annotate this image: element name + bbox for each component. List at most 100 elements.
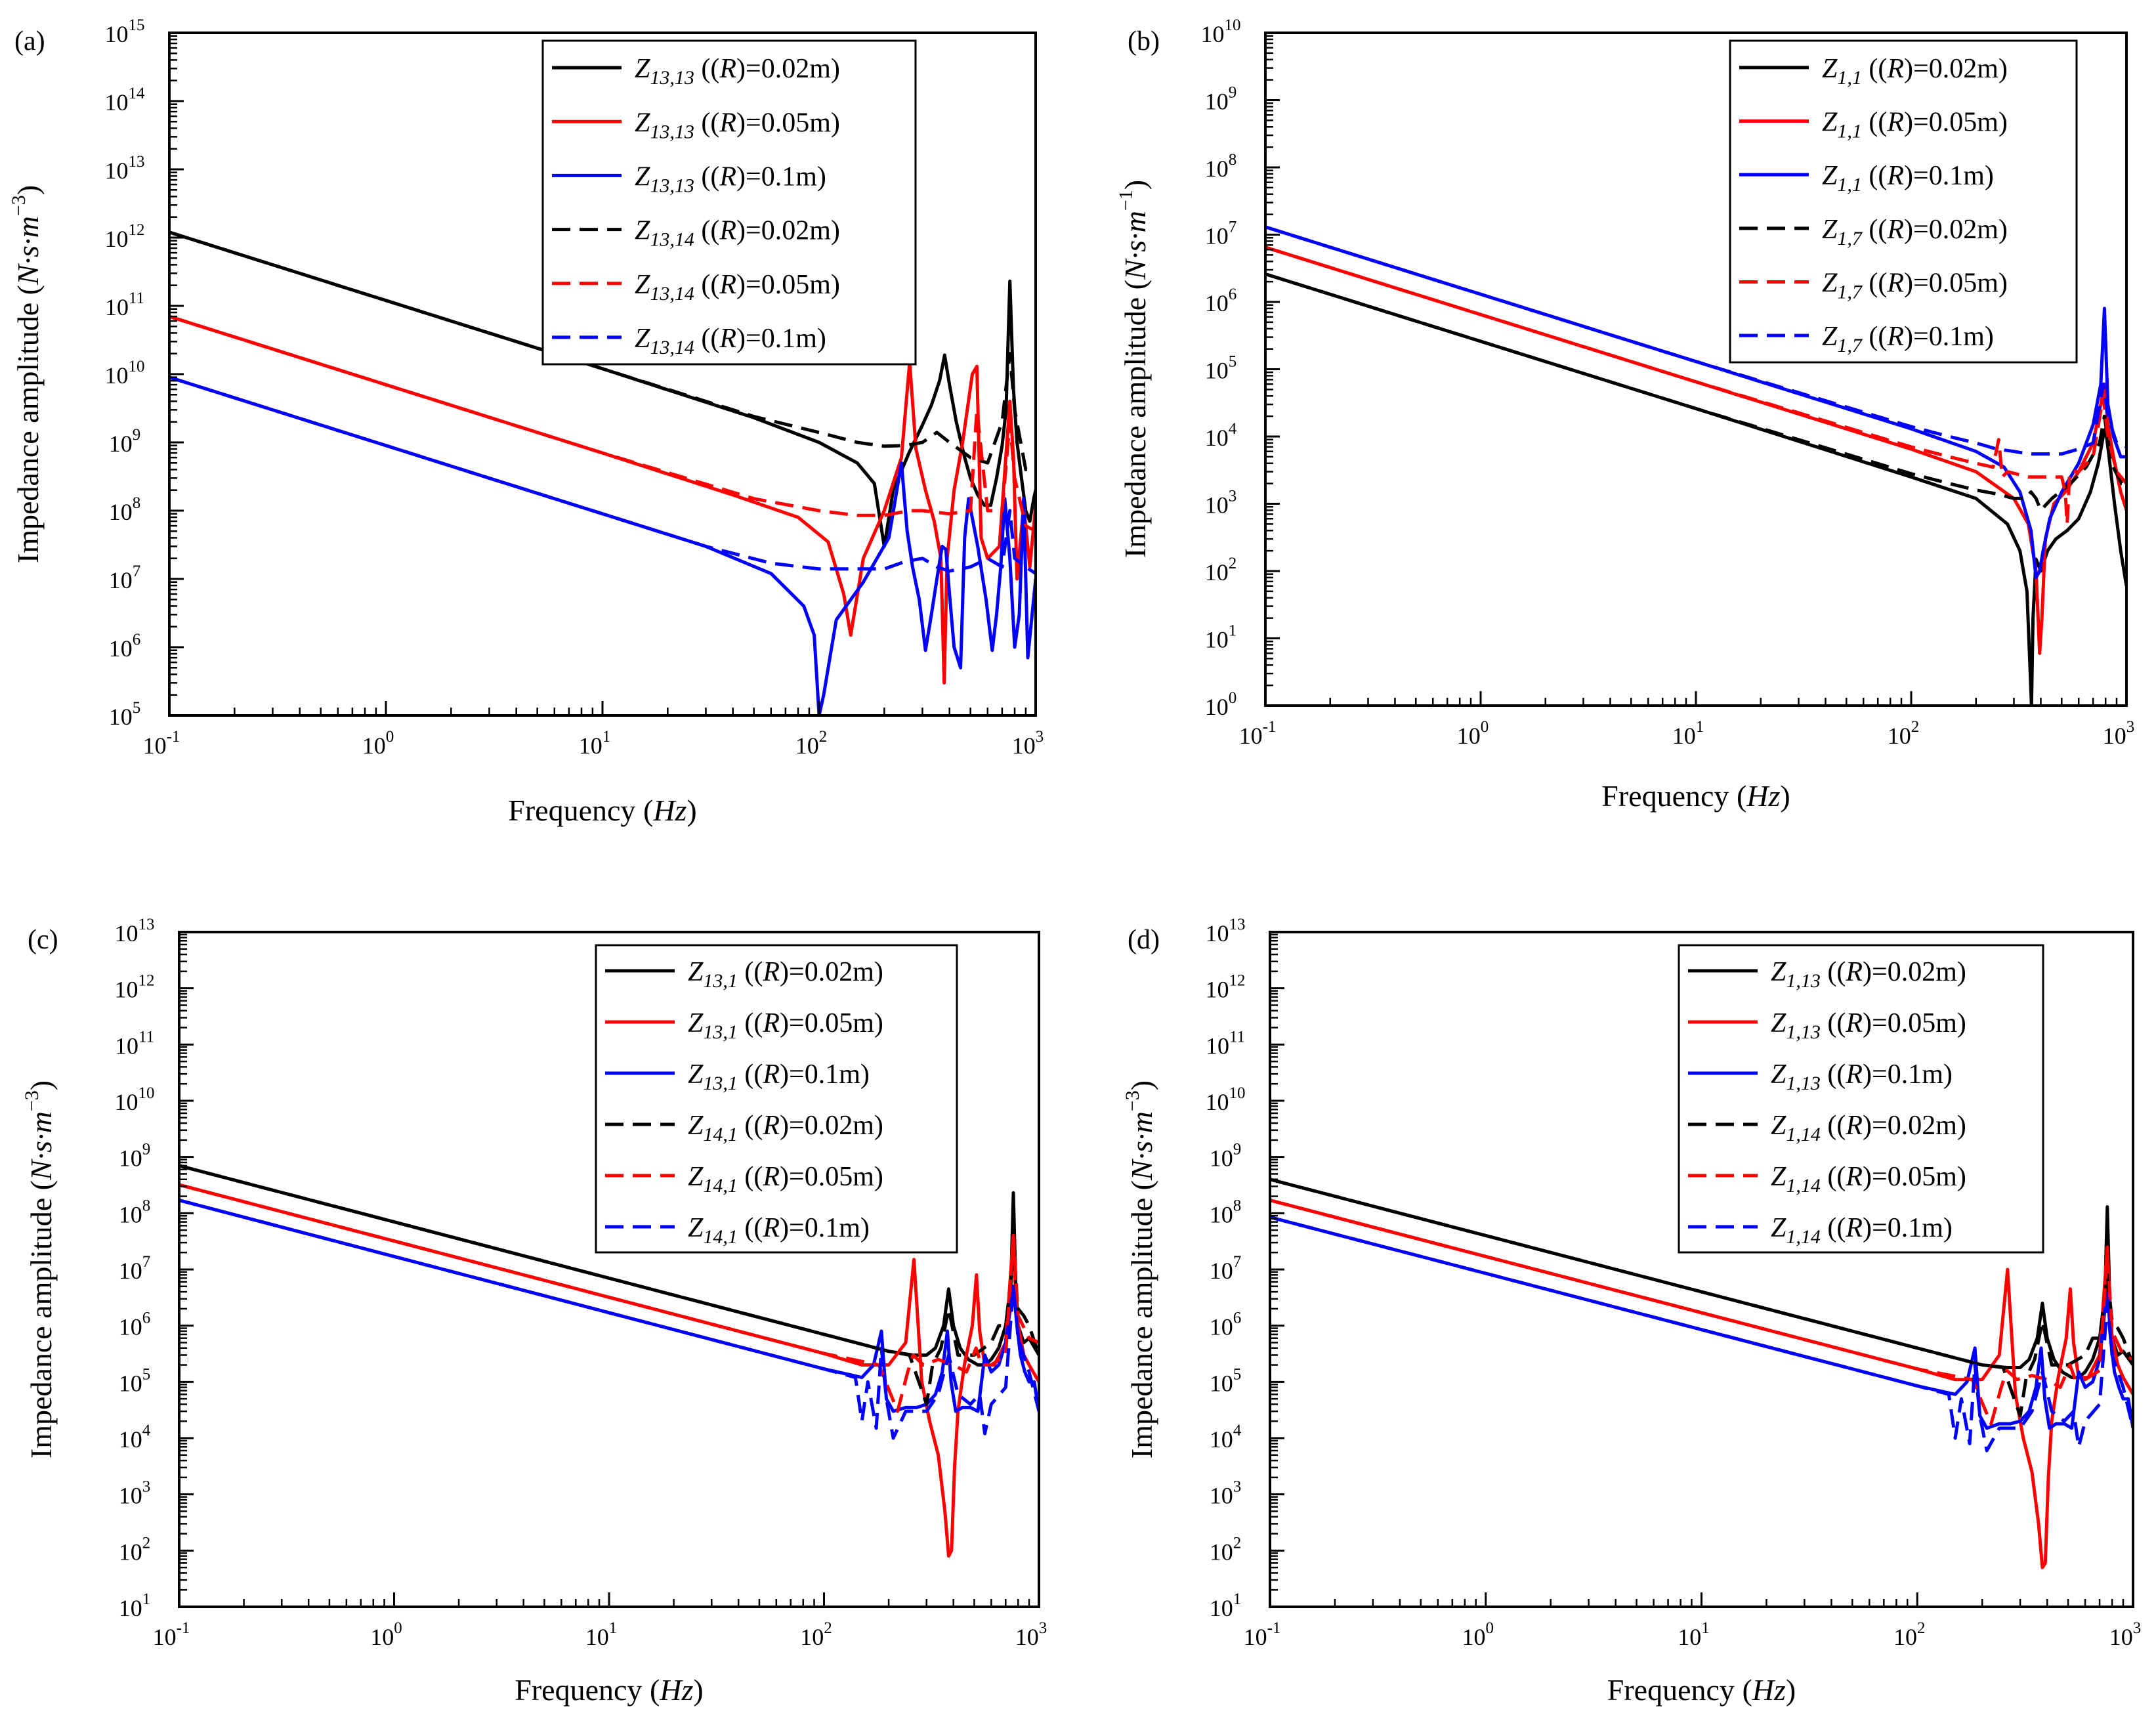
y-axis-paren: ): [24, 1080, 58, 1090]
y-tick-label: 1013: [1206, 916, 1246, 947]
legend-param: R: [1886, 54, 1904, 84]
legend-param: R: [719, 324, 736, 354]
legend-paren: ((: [738, 1162, 763, 1192]
legend-equals: )=: [736, 324, 761, 354]
legend-equals: )=: [1904, 215, 1929, 245]
x-axis-label: Frequency (Hz): [515, 1673, 703, 1707]
y-axis-title: Impedance amplitude: [11, 303, 45, 563]
legend-value: 0.02m: [1888, 1111, 1958, 1141]
y-axis-paren: (: [11, 285, 45, 303]
legend-paren: ): [1998, 54, 2008, 84]
y-tick-label: 109: [109, 426, 141, 457]
legend-value: 0.1m: [805, 1059, 861, 1090]
y-tick-exponent: 7: [1233, 1253, 1242, 1271]
legend-subscript: 1,14: [1786, 1175, 1821, 1197]
legend-equals: )=: [1863, 957, 1888, 987]
legend-symbol: Z: [1771, 1213, 1786, 1243]
y-tick-base: 10: [1205, 694, 1229, 720]
legend-entry: Z1,1 ((R)=0.02m): [1822, 54, 2008, 89]
x-tick-exponent: 0: [386, 728, 394, 746]
y-tick-base: 10: [115, 1089, 138, 1115]
y-tick-label: 109: [1205, 84, 1237, 115]
x-tick-label: 100: [1457, 718, 1489, 749]
y-tick-base: 10: [119, 1539, 142, 1565]
y-tick-base: 10: [105, 294, 129, 320]
x-tick-exponent: 1: [609, 1619, 618, 1637]
y-axis-unit: N·s·m: [24, 1111, 58, 1181]
legend-equals: )=: [1904, 322, 1929, 352]
legend-equals: )=: [1863, 1059, 1888, 1090]
y-tick-label: 104: [119, 1422, 151, 1453]
legend-paren: ): [1957, 1162, 1966, 1192]
legend-subscript: 13,13: [650, 121, 694, 142]
legend: Z1,13 ((R)=0.02m)Z1,13 ((R)=0.05m)Z1,13 …: [1678, 944, 2044, 1254]
x-axis-paren: ): [687, 794, 696, 827]
x-tick-label: 103: [2103, 718, 2135, 749]
x-tick-exponent: 2: [1917, 1619, 1926, 1637]
legend-paren: ): [831, 108, 840, 138]
x-tick-base: 10: [579, 733, 602, 759]
x-axis-label: Frequency (Hz): [1607, 1673, 1796, 1707]
legend-equals: )=: [1863, 1111, 1888, 1141]
y-tick-exponent: 0: [1229, 689, 1237, 707]
y-tick-base: 10: [105, 226, 129, 252]
y-tick-label: 1010: [115, 1084, 155, 1115]
x-axis-unit: Hz: [659, 1673, 693, 1707]
x-tick-exponent: 3: [2133, 1619, 2142, 1637]
legend-param: R: [1845, 1008, 1863, 1038]
legend-value: 0.02m: [761, 54, 832, 84]
legend-subscript: 13,1: [703, 1021, 738, 1043]
x-tick-exponent: 3: [1036, 728, 1044, 746]
x-tick-base: 10: [1012, 733, 1036, 759]
x-tick-base: 10: [1457, 723, 1481, 749]
legend-paren: ((: [694, 270, 719, 300]
x-tick-base: 10: [800, 1624, 824, 1650]
legend-entry: Z13,14 ((R)=0.1m): [635, 324, 826, 358]
series-group: [169, 230, 1036, 715]
series-line-13-14-0.05m: [169, 314, 1036, 533]
legend-subscript: 13,13: [650, 175, 694, 196]
x-tick-base: 10: [1244, 1624, 1267, 1650]
legend-paren: ): [1998, 268, 2008, 299]
series-line-1-14-0.1m: [1270, 1215, 2133, 1453]
y-tick-exponent: 12: [1229, 972, 1246, 990]
legend-param: R: [1886, 108, 1904, 138]
legend-equals: )=: [780, 1213, 805, 1243]
y-axis-paren: (: [1118, 280, 1152, 297]
series-line-13-13-0.02m: [169, 230, 1036, 548]
series-line-1-7-0.02m: [1265, 272, 2126, 512]
x-tick-base: 10: [1893, 1624, 1917, 1650]
y-tick-label: 1012: [1206, 972, 1246, 1003]
y-axis-paren: (: [24, 1180, 58, 1198]
legend-value: 0.02m: [1929, 215, 1999, 245]
legend-paren: ((: [738, 1111, 763, 1141]
y-tick-label: 105: [1210, 1365, 1242, 1396]
legend-symbol: Z: [635, 216, 650, 246]
y-axis-paren: ): [1118, 180, 1152, 190]
y-tick-label: 104: [1210, 1422, 1242, 1453]
legend-symbol: Z: [688, 1162, 704, 1192]
y-axis-unit: N·s·m: [1125, 1111, 1158, 1181]
x-tick-label: 101: [1678, 1619, 1710, 1650]
y-tick-label: 101: [1210, 1590, 1242, 1621]
x-tick-base: 10: [1672, 723, 1696, 749]
legend-paren: ): [817, 324, 826, 354]
y-tick-base: 10: [105, 158, 129, 184]
x-axis-title: Frequency: [508, 794, 635, 827]
y-axis-paren: (: [1125, 1180, 1158, 1198]
y-tick-label: 108: [119, 1197, 151, 1227]
x-tick-base: 10: [143, 733, 167, 759]
y-tick-exponent: 3: [142, 1478, 151, 1496]
legend-param: R: [1845, 1059, 1863, 1090]
legend-subscript: 13,14: [650, 229, 694, 251]
x-tick-label: 100: [1462, 1619, 1494, 1650]
y-tick-base: 10: [119, 1370, 142, 1396]
series-line-13-13-0.1m: [169, 375, 1036, 715]
legend-subscript: 1,13: [1786, 1073, 1821, 1094]
legend-paren: ((: [694, 216, 719, 246]
legend-value: 0.1m: [761, 161, 818, 192]
legend-paren: ): [831, 270, 840, 300]
y-tick-label: 107: [1205, 219, 1237, 249]
series-line-13-14-0.1m: [169, 375, 1036, 575]
legend-symbol: Z: [1822, 215, 1838, 245]
